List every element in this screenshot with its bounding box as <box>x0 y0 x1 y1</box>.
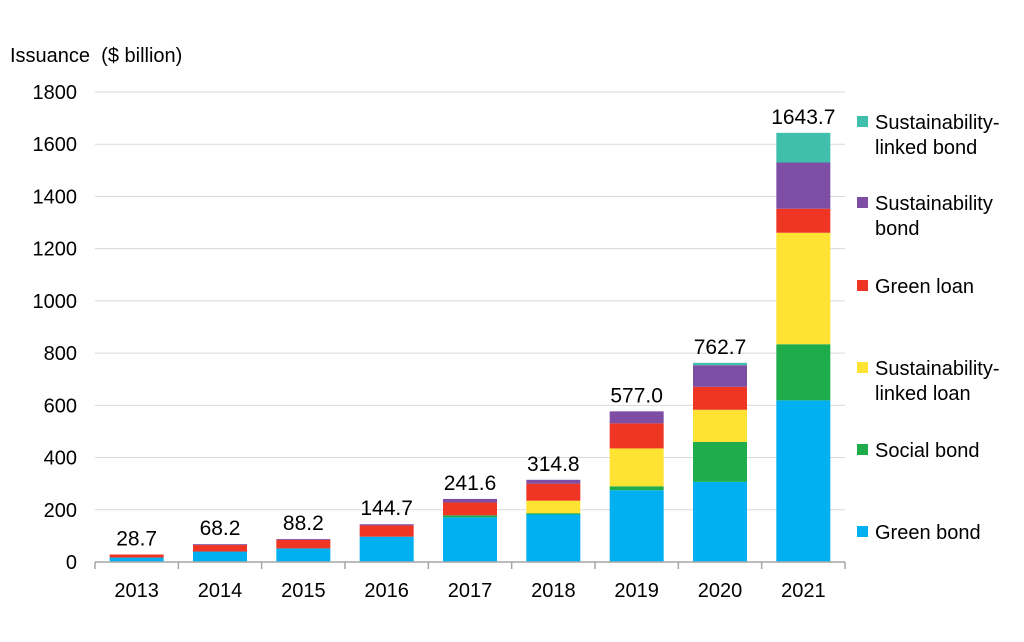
bar-segment <box>359 525 414 537</box>
x-tick-label: 2015 <box>281 580 326 602</box>
legend-swatch <box>857 526 868 537</box>
bar-segment <box>526 500 581 514</box>
total-data-label: 762.7 <box>694 336 747 359</box>
y-tick-label: 1000 <box>33 291 78 313</box>
x-tick-label: 2013 <box>114 580 159 602</box>
legend-label: Social bond <box>875 440 980 462</box>
total-data-label: 144.7 <box>360 497 413 520</box>
legend-swatch <box>857 362 868 373</box>
total-data-label: 314.8 <box>527 453 580 476</box>
x-tick-label: 2014 <box>198 580 243 602</box>
legend-swatch <box>857 444 868 455</box>
bar-segment <box>526 483 581 501</box>
bar-segment <box>693 409 747 442</box>
bar-segment <box>276 538 331 540</box>
y-tick-label: 1400 <box>33 186 78 208</box>
bar-segment <box>609 448 664 487</box>
axis-layer: 0 200 400 600 800 1000 1200 1400 1600 1800 2013 201… <box>33 82 846 602</box>
legend-swatch <box>857 116 868 127</box>
bar-segment <box>776 400 831 562</box>
bar-segment <box>526 513 581 515</box>
y-tick-label: 400 <box>44 448 77 470</box>
bar-segment <box>193 545 247 552</box>
y-tick-label: 1800 <box>33 82 78 104</box>
x-tick-label: 2016 <box>364 580 409 602</box>
bar-segment <box>109 557 164 562</box>
bar-segment <box>609 411 664 424</box>
bar-segment <box>359 524 414 526</box>
bar-layer <box>109 132 831 562</box>
bar-segment <box>443 502 497 516</box>
y-tick-label: 1600 <box>33 134 78 156</box>
legend-label: linked bond <box>875 137 977 159</box>
legend-label: Sustainability- <box>875 112 1000 134</box>
bar-segment <box>609 490 664 562</box>
x-tick-label: 2017 <box>448 580 493 602</box>
bar-segment <box>693 365 747 387</box>
legend-label: Green loan <box>875 276 974 298</box>
bar-segment <box>776 344 831 401</box>
total-data-label: 28.7 <box>116 528 157 551</box>
x-tick-label: 2021 <box>781 580 826 602</box>
bar-segment <box>359 536 414 562</box>
bar-segment <box>776 208 831 233</box>
bar-segment <box>526 514 581 562</box>
bar-segment <box>776 162 831 209</box>
bar-segment <box>776 232 831 345</box>
x-tick-label: 2020 <box>698 580 743 602</box>
y-tick-label: 600 <box>44 395 77 417</box>
label-layer: 28.7 68.2 88.2 144.7 241.6 314.8 577.0 762.7 164… <box>116 106 835 551</box>
x-tick-label: 2018 <box>531 580 576 602</box>
bar-segment <box>276 539 331 549</box>
bar-segment <box>276 548 331 562</box>
y-tick-label: 200 <box>44 500 77 522</box>
bar-segment <box>609 486 664 491</box>
legend-label: Sustainability- <box>875 358 1000 380</box>
bar-segment <box>443 515 497 518</box>
y-tick-label: 0 <box>66 552 77 574</box>
legend-label: bond <box>875 218 920 240</box>
bar-segment <box>443 498 497 503</box>
legend-layer: Sustainability-linked bond Sustainability… <box>857 112 1000 544</box>
bar-segment <box>693 362 747 366</box>
x-tick-label: 2019 <box>614 580 659 602</box>
bar-segment <box>693 441 747 482</box>
legend-label: Green bond <box>875 522 981 544</box>
legend-swatch <box>857 197 868 208</box>
bar-segment <box>693 481 747 562</box>
y-tick-label: 800 <box>44 343 77 365</box>
bar-segment <box>609 423 664 449</box>
bar-segment <box>443 517 497 562</box>
total-data-label: 1643.7 <box>771 106 835 129</box>
legend-label: Sustainability <box>875 193 993 215</box>
bar-segment <box>193 544 247 546</box>
y-axis-title: Issuance ($ billion) <box>10 45 182 67</box>
legend-swatch <box>857 280 868 291</box>
bar-segment <box>526 479 581 484</box>
bar-segment <box>776 132 831 163</box>
bar-segment <box>193 551 247 562</box>
bar-segment <box>109 554 164 558</box>
total-data-label: 68.2 <box>200 517 241 540</box>
legend-label: linked loan <box>875 383 971 405</box>
y-tick-label: 1200 <box>33 239 78 261</box>
bar-segment <box>693 386 747 410</box>
grid-layer <box>95 91 845 511</box>
total-data-label: 577.0 <box>610 384 663 407</box>
total-data-label: 241.6 <box>444 472 497 495</box>
total-data-label: 88.2 <box>283 512 324 535</box>
